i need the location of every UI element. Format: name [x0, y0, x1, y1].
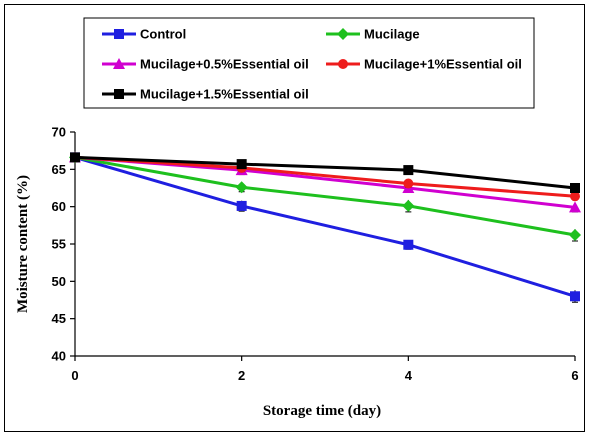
legend-item: Mucilage+0.5%Essential oil: [102, 57, 309, 72]
legend-item: Mucilage+1%Essential oil: [326, 57, 522, 72]
data-point: [403, 239, 414, 250]
x-ticks: 0 2 4 6: [71, 356, 579, 383]
legend-item: Mucilage: [326, 27, 420, 42]
series-line: [74, 155, 576, 298]
y-tick-label: 40: [52, 349, 66, 364]
data-point: [402, 199, 415, 212]
legend-marker: [114, 29, 124, 39]
y-tick-label: 60: [52, 199, 66, 214]
legend-item: Mucilage+1.5%Essential oil: [102, 87, 309, 102]
legend-label: Control: [140, 27, 186, 42]
data-point: [570, 183, 580, 193]
x-tick-label: 6: [571, 368, 578, 383]
y-axis-title: Moisture content (%): [15, 175, 31, 313]
data-point: [570, 191, 580, 202]
legend-item: Control: [102, 27, 186, 42]
y-tick-label: 70: [52, 125, 66, 140]
legend: Control Mucilage Mucilage+0.5%Essential oi…: [102, 27, 522, 102]
legend-marker: [337, 28, 349, 40]
data-point: [569, 229, 581, 242]
data-point: [236, 200, 247, 211]
plot-area: [69, 151, 581, 303]
y-tick-label: 55: [52, 237, 66, 252]
y-tick-label: 45: [52, 311, 66, 326]
legend-box: [83, 17, 535, 109]
legend-marker: [338, 59, 348, 69]
y-ticks: 40 45 50 55 60 65 70: [52, 125, 75, 364]
data-point: [569, 201, 581, 213]
series-line: [74, 155, 576, 190]
legend-label: Mucilage+1.5%Essential oil: [140, 87, 309, 102]
y-tick-label: 65: [52, 162, 66, 177]
data-point: [403, 178, 414, 189]
series-2: [69, 151, 581, 242]
data-point: [403, 165, 414, 176]
legend-label: Mucilage+1%Essential oil: [364, 57, 522, 72]
x-tick-label: 0: [71, 368, 78, 383]
series-line: [74, 155, 576, 198]
data-point: [70, 152, 80, 163]
series-5: [70, 152, 580, 193]
series-line: [74, 155, 576, 237]
series-line: [74, 155, 576, 209]
x-tick-label: 4: [405, 368, 413, 383]
x-axis-title: Storage time (day): [263, 403, 381, 419]
legend-marker: [113, 58, 125, 69]
legend-marker: [114, 89, 124, 99]
data-point: [570, 291, 580, 302]
data-point: [236, 159, 247, 170]
legend-label: Mucilage+0.5%Essential oil: [140, 57, 309, 72]
x-tick-label: 2: [238, 368, 245, 383]
legend-label: Mucilage: [364, 27, 420, 42]
data-point: [235, 181, 248, 194]
y-tick-label: 50: [52, 274, 66, 289]
